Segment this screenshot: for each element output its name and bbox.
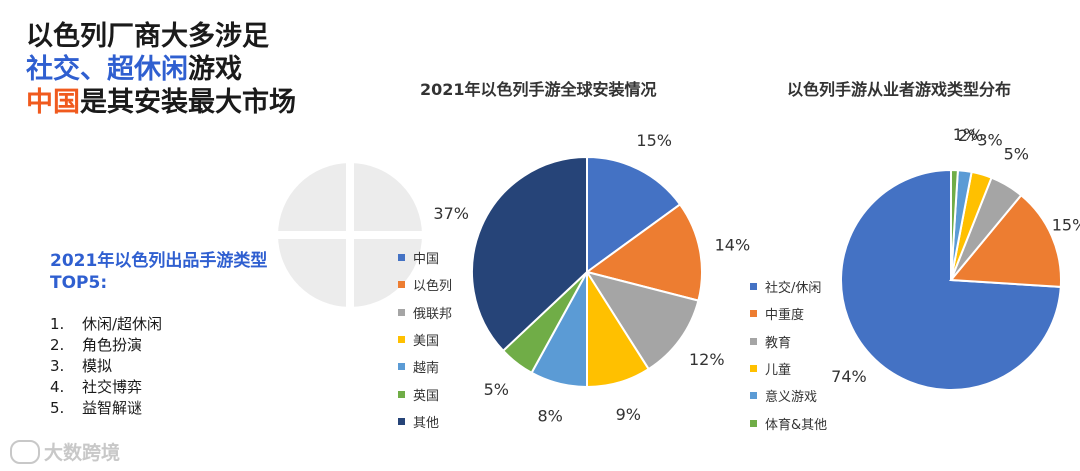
chart-2-data-label-5: 1% bbox=[953, 125, 978, 144]
legend-label: 俄联邦 bbox=[413, 306, 453, 322]
list-item: 2. 角色扮演 bbox=[50, 335, 267, 356]
chart-2-legend-item-5: 体育&其他 bbox=[750, 409, 827, 436]
list-item-number: 1. bbox=[50, 315, 65, 333]
legend-swatch bbox=[750, 337, 757, 345]
legend-swatch bbox=[750, 419, 757, 427]
legend-swatch bbox=[750, 365, 757, 373]
list-item: 5. 益智解谜 bbox=[50, 398, 267, 419]
watermark-logo bbox=[275, 160, 425, 310]
list-item: 3. 模拟 bbox=[50, 356, 267, 377]
chart-2-legend-item-0: 社交/休闲 bbox=[750, 273, 827, 300]
chart-2-legend-item-4: 意义游戏 bbox=[750, 382, 827, 409]
brand: 大数跨境 bbox=[10, 438, 120, 465]
legend-label: 其他 bbox=[413, 415, 440, 431]
top5-title-line-2: TOP5: bbox=[50, 273, 108, 293]
legend-swatch bbox=[750, 310, 757, 318]
top5-title-line-1: 2021年以色列出品手游类型 bbox=[50, 251, 268, 271]
legend-swatch bbox=[398, 363, 405, 371]
chart-2-legend-item-3: 儿童 bbox=[750, 355, 827, 382]
chart-2-slice-5 bbox=[950, 168, 959, 281]
chart-1-data-label-6: 37% bbox=[433, 204, 469, 223]
chart-2-data-label-4: 2% bbox=[958, 126, 983, 145]
legend-swatch bbox=[750, 283, 757, 291]
headline: 以色列厂商大多涉足 社交、超休闲游戏 中国是其安装最大市场 bbox=[26, 20, 296, 119]
top5-list: 1. 休闲/超休闲 2. 角色扮演 3. 模拟 4. 社交博弈 5. 益智解谜 bbox=[50, 314, 267, 419]
chart-1-data-label-0: 15% bbox=[636, 131, 672, 150]
list-item: 4. 社交博弈 bbox=[50, 377, 267, 398]
chart-1-slice-0 bbox=[586, 155, 682, 274]
legend-label: 美国 bbox=[413, 334, 440, 350]
legend-swatch bbox=[398, 281, 405, 289]
headline-line-3: 中国是其安装最大市场 bbox=[26, 86, 296, 119]
chart-1-title: 2021年以色列手游全球安装情况 bbox=[420, 80, 657, 99]
chart-1-legend-item-1: 以色列 bbox=[398, 271, 452, 298]
chart-2-data-label-3: 3% bbox=[977, 131, 1002, 150]
chart-2-slice-1 bbox=[948, 193, 1062, 288]
chart-1-slice-2 bbox=[584, 270, 700, 371]
list-item-number: 3. bbox=[50, 357, 65, 375]
chart-2-title: 以色列手游从业者游戏类型分布 bbox=[787, 80, 1012, 99]
headline-highlight-social: 社交、超休闲 bbox=[26, 54, 188, 85]
list-item: 1. 休闲/超休闲 bbox=[50, 314, 267, 335]
chart-1-data-label-3: 9% bbox=[616, 405, 641, 424]
legend-swatch bbox=[398, 308, 405, 316]
chart-2-legend-item-1: 中重度 bbox=[750, 300, 827, 327]
headline-text-market: 是其安装最大市场 bbox=[80, 87, 296, 118]
chart-1-legend-item-5: 英国 bbox=[398, 380, 452, 407]
headline-line-2: 社交、超休闲游戏 bbox=[26, 53, 296, 86]
legend-label: 儿童 bbox=[765, 363, 792, 379]
headline-line-1: 以色列厂商大多涉足 bbox=[26, 21, 269, 52]
chart-1-legend-item-0: 中国 bbox=[398, 244, 452, 271]
chart-2-legend: 社交/休闲中重度教育儿童意义游戏体育&其他 bbox=[750, 273, 827, 437]
top5-panel: 2021年以色列出品手游类型 TOP5: 1. 休闲/超休闲 2. 角色扮演 3. 模… bbox=[50, 250, 267, 419]
list-item-number: 2. bbox=[50, 336, 65, 354]
legend-label: 教育 bbox=[765, 335, 792, 351]
chart-1-legend: 中国以色列俄联邦美国越南英国其他 bbox=[398, 244, 452, 435]
legend-label: 意义游戏 bbox=[765, 390, 818, 406]
chart-1-legend-item-2: 俄联邦 bbox=[398, 299, 452, 326]
chart-2-data-label-1: 15% bbox=[1052, 215, 1080, 234]
chart-2-legend-item-2: 教育 bbox=[750, 328, 827, 355]
chart-1-slice-1 bbox=[584, 203, 703, 302]
chart-1-legend-item-4: 越南 bbox=[398, 353, 452, 380]
legend-swatch bbox=[398, 336, 405, 344]
legend-label: 体育&其他 bbox=[765, 417, 828, 433]
chart-1-data-label-4: 8% bbox=[537, 406, 562, 425]
legend-swatch bbox=[398, 390, 405, 398]
brand-name: 大数跨境 bbox=[44, 442, 121, 464]
list-item-label: 模拟 bbox=[82, 357, 113, 375]
chart-2-data-label-2: 5% bbox=[1004, 144, 1029, 163]
list-item-number: 4. bbox=[50, 378, 65, 396]
legend-swatch bbox=[398, 417, 405, 425]
list-item-label: 益智解谜 bbox=[82, 399, 143, 417]
legend-label: 社交/休闲 bbox=[765, 281, 822, 297]
legend-swatch bbox=[750, 392, 757, 400]
legend-label: 以色列 bbox=[413, 279, 453, 295]
legend-label: 中重度 bbox=[765, 308, 805, 324]
chart-1-legend-item-3: 美国 bbox=[398, 326, 452, 353]
chart-1-legend-item-6: 其他 bbox=[398, 408, 452, 435]
headline-highlight-china: 中国 bbox=[26, 87, 80, 118]
chart-1-data-label-5: 5% bbox=[484, 380, 509, 399]
list-item-label: 社交博弈 bbox=[82, 378, 143, 396]
list-item-label: 角色扮演 bbox=[82, 336, 143, 354]
legend-label: 越南 bbox=[413, 361, 440, 377]
brand-logo-icon bbox=[10, 439, 40, 464]
chart-1-slice-6 bbox=[471, 155, 588, 353]
legend-swatch bbox=[398, 254, 405, 262]
list-item-label: 休闲/超休闲 bbox=[82, 315, 163, 333]
legend-label: 英国 bbox=[413, 388, 440, 404]
chart-1-data-label-1: 14% bbox=[715, 235, 751, 254]
legend-label: 中国 bbox=[413, 252, 440, 268]
chart-1-data-label-2: 12% bbox=[689, 350, 725, 369]
headline-text-games: 游戏 bbox=[188, 54, 242, 85]
chart-2-data-label-0: 74% bbox=[831, 367, 867, 386]
list-item-number: 5. bbox=[50, 399, 65, 417]
